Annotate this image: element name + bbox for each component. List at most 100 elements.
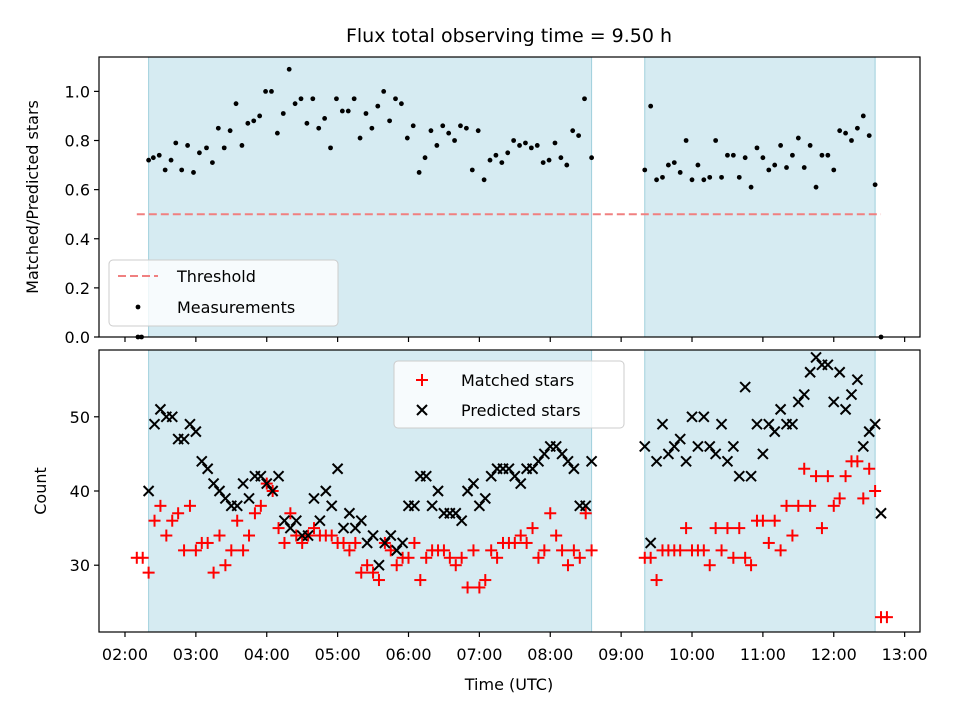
predicted-star-point: [863, 425, 875, 438]
predicted-star-point: [231, 500, 243, 512]
predicted-star-point: [243, 492, 255, 505]
predicted-star-point: [379, 537, 391, 549]
measurement-point: [399, 101, 404, 107]
predicted-star-point: [255, 470, 267, 482]
matched-star-point: [420, 551, 433, 564]
measurement-point: [168, 157, 174, 163]
legend-measurements-swatch: [135, 304, 141, 310]
measurement-point: [807, 143, 813, 148]
measurement-point: [328, 145, 333, 151]
measurement-point: [654, 177, 659, 183]
predicted-star-point: [367, 529, 379, 542]
matched-star-point: [526, 522, 539, 535]
predicted-star-point: [810, 351, 822, 364]
predicted-star-point: [656, 418, 669, 430]
predicted-star-point: [455, 514, 468, 527]
matched-star-point: [721, 522, 734, 535]
measurement-point: [416, 170, 422, 175]
measurement-point: [357, 135, 363, 141]
predicted-star-point: [343, 507, 356, 519]
matched-star-point: [272, 522, 285, 535]
predicted-star-point: [314, 514, 326, 527]
measurement-point: [363, 111, 369, 116]
measurement-point: [772, 162, 778, 168]
predicted-star-point: [196, 455, 208, 468]
measurement-point: [701, 177, 707, 183]
matched-star-point: [290, 529, 303, 542]
bottom-plot-frame: [98, 349, 921, 633]
matched-star-point: [225, 544, 238, 557]
measurement-point: [434, 143, 440, 148]
measurement-point: [707, 174, 713, 180]
measurement-point: [452, 138, 457, 143]
predicted-star-point: [361, 537, 373, 549]
predicted-star-point: [709, 448, 722, 460]
measurement-point: [487, 157, 493, 163]
measurement-point: [642, 167, 648, 173]
measurement-point: [369, 125, 375, 131]
top-legend: Threshold Measurements: [108, 259, 339, 327]
matched-star-point: [166, 514, 179, 527]
measurement-point: [695, 162, 701, 168]
measurement-point: [790, 152, 795, 158]
predicted-star-point: [538, 448, 551, 460]
matched-star-point: [355, 566, 368, 579]
predicted-star-point: [148, 418, 161, 430]
predicted-star-point: [556, 448, 568, 460]
matched-star-point: [296, 536, 309, 549]
legend-predicted-swatch: [416, 404, 428, 416]
matched-star-point: [479, 574, 492, 587]
measurement-point: [156, 152, 162, 158]
predicted-star-point: [733, 470, 745, 482]
measurement-point: [742, 155, 748, 161]
measurement-point: [671, 160, 677, 166]
predicted-star-point: [390, 544, 403, 557]
matched-star-point: [727, 551, 740, 564]
predicted-star-point: [579, 500, 592, 512]
predicted-star-point: [278, 514, 291, 527]
matched-star-point: [821, 470, 834, 483]
predicted-star-point: [420, 470, 432, 482]
predicted-star-point: [650, 455, 663, 468]
matched-star-point: [739, 551, 752, 564]
matched-star-point: [284, 507, 297, 520]
measurement-point: [469, 167, 475, 173]
measurement-point: [760, 155, 766, 161]
measurement-point: [185, 143, 190, 148]
measurement-point: [837, 128, 843, 134]
predicted-star-point: [479, 492, 491, 505]
measurement-point: [334, 96, 339, 102]
measurement-point: [552, 140, 558, 146]
predicted-star-point: [662, 448, 675, 460]
measurement-points: [135, 66, 884, 340]
predicted-star-point: [503, 463, 515, 475]
x-tick-label: 06:00: [385, 645, 431, 664]
measurement-point: [210, 160, 215, 166]
predicted-star-point: [473, 500, 486, 512]
x-tick-label: 07:00: [456, 645, 502, 664]
measurement-point: [736, 174, 742, 180]
matched-star-point: [567, 544, 580, 557]
predicted-star-point: [302, 529, 314, 542]
predicted-star-point: [178, 433, 190, 445]
measurement-point: [381, 88, 387, 94]
predicted-star-point: [644, 537, 657, 549]
matched-star-point: [561, 559, 574, 572]
measurement-point: [410, 123, 416, 129]
predicted-star-point: [875, 507, 887, 519]
matched-star-point: [243, 529, 256, 542]
measurement-point: [245, 120, 251, 126]
predicted-star-point: [562, 455, 574, 468]
y-tick-label: 40: [70, 482, 90, 501]
predicted-star-point: [674, 433, 686, 445]
x-tick-label: 05:00: [315, 645, 361, 664]
measurement-point: [648, 103, 654, 109]
predicted-star-point: [515, 477, 527, 490]
predicted-star-point: [450, 507, 462, 519]
predicted-star-point: [715, 418, 728, 430]
matched-star-point: [491, 551, 504, 564]
measurement-point: [227, 128, 233, 134]
x-tick-label: 13:00: [882, 645, 928, 664]
measurement-point: [310, 96, 316, 102]
measurement-point: [422, 155, 428, 161]
